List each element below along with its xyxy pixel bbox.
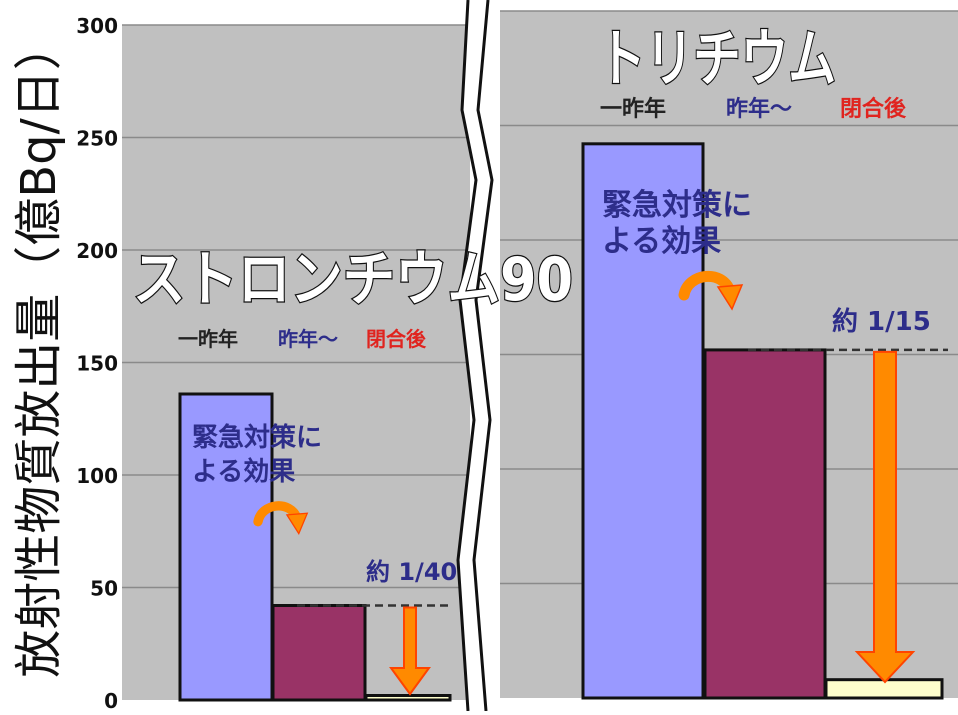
- y-tick-label: 150: [76, 352, 118, 376]
- annotation-line: よる効果: [192, 456, 295, 487]
- y-tick-label: 200: [76, 239, 118, 263]
- y-axis-label: 放射性物質放出量（億Bq/日）: [11, 22, 67, 678]
- effect-curved-arrow-right: [678, 270, 744, 311]
- tritium-legend-1: 一昨年: [600, 96, 666, 122]
- annotation-line: よる効果: [602, 224, 721, 259]
- curved-arrow-head: [716, 284, 744, 311]
- bar-3: [364, 694, 452, 702]
- y-tick-label: 250: [76, 127, 118, 151]
- strontium90-legend-1: 一昨年: [178, 327, 238, 351]
- annotation-line: 緊急対策に: [192, 422, 322, 453]
- ratio-annotation-right: 約 1/15: [832, 306, 931, 337]
- annotation-line: 緊急対策に: [602, 188, 752, 223]
- bar-2: [703, 348, 827, 700]
- effect-annotation-right: 緊急対策による効果: [602, 188, 752, 259]
- reduction-arrow-left: [389, 606, 431, 696]
- y-tick-label: 300: [76, 14, 118, 38]
- axis-break: [458, 0, 492, 711]
- axis-break-edge-left: [456, 0, 478, 712]
- panel-title-tritium: トリチウム: [598, 22, 836, 95]
- strontium90-legend-2: 昨年～: [278, 327, 338, 351]
- bar-1: [178, 392, 274, 702]
- tritium-legend-3: 閉合後: [840, 96, 907, 122]
- y-tick-label: 50: [90, 577, 118, 601]
- tritium-legend-2: 昨年～: [726, 96, 792, 122]
- curved-arrow-head: [285, 512, 309, 535]
- bar-3: [824, 678, 944, 700]
- panel-title-strontium90: ストロンチウム90: [133, 245, 573, 315]
- y-tick-label: 0: [104, 689, 118, 711]
- effect-curved-arrow-left: [253, 501, 309, 535]
- reduction-arrow-right: [854, 350, 916, 684]
- y-tick-label: 100: [76, 464, 118, 488]
- bar-1: [581, 142, 705, 700]
- axis-break-edge-right: [472, 0, 494, 712]
- bar-2: [271, 604, 367, 702]
- effect-annotation-left: 緊急対策による効果: [192, 422, 322, 487]
- ratio-annotation-left: 約 1/40: [366, 558, 457, 586]
- y-axis-label-container: 放射性物質放出量（億Bq/日）: [0, 0, 68, 711]
- strontium90-legend-3: 閉合後: [366, 327, 427, 351]
